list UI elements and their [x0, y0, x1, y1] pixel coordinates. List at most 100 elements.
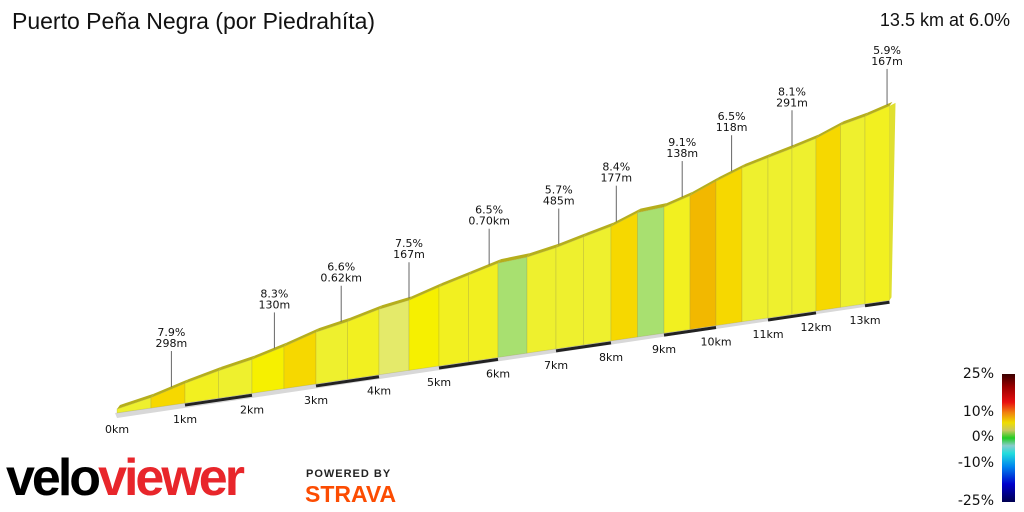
- segment-top-edge: [690, 177, 719, 196]
- gradient-segment: [438, 274, 469, 367]
- gradient-segment: [315, 321, 348, 385]
- x-tick-label: 10km: [700, 336, 731, 349]
- segment-top-edge: [379, 296, 412, 310]
- gradient-segment: [767, 147, 793, 319]
- scale-label-neg10: -10%: [957, 455, 994, 471]
- scale-label-10: 10%: [962, 404, 994, 420]
- gradient-segment: [583, 225, 612, 346]
- gradient-segment: [251, 346, 285, 394]
- gradient-segment: [347, 308, 380, 380]
- segment-top-edge: [865, 101, 893, 117]
- annotation-length: 0.70km: [468, 215, 510, 228]
- segment-top-edge: [185, 366, 222, 384]
- annotation-length: 291m: [776, 96, 808, 109]
- annotation-gradient: 6.5%: [475, 204, 503, 217]
- segment-top-edge: [792, 134, 819, 149]
- x-tick-label: 13km: [849, 314, 880, 327]
- gradient-segment: [663, 195, 691, 334]
- segment-top-edge: [768, 144, 795, 158]
- segment-top-edge: [664, 191, 693, 208]
- annotation-gradient: 5.9%: [873, 44, 901, 57]
- gradient-segment: [791, 137, 817, 315]
- veloviewer-logo: veloviewer: [6, 449, 245, 507]
- annotation-length: 177m: [600, 172, 632, 185]
- segment-top-edge: [117, 393, 154, 409]
- x-tick-label: 8km: [599, 351, 623, 364]
- x-tick-label: 1km: [173, 413, 197, 426]
- segment-top-edge: [316, 317, 351, 333]
- x-tick-label: 0km: [105, 423, 129, 436]
- gradient-segment: [555, 236, 584, 350]
- segment-top-edge: [439, 271, 472, 288]
- strava-logo: STRAVA: [305, 481, 397, 507]
- x-tick-label: 12km: [800, 321, 831, 334]
- annotations-group: 7.9%298m8.3%130m6.6%0.62km7.5%167m6.5%0.…: [156, 44, 903, 388]
- km-bar-dark: [663, 326, 717, 337]
- x-tick-label: 6km: [486, 367, 510, 380]
- x-tick-label: 9km: [652, 343, 676, 356]
- segment-top-edge: [583, 222, 614, 237]
- profile-end-face: [889, 102, 896, 301]
- climb-summary: 13.5 km at 6.0%: [879, 10, 1010, 30]
- km-bar-dark: [555, 341, 612, 353]
- gradient-segment: [610, 212, 638, 342]
- segment-top-edge: [637, 203, 667, 213]
- annotation-gradient: 6.5%: [718, 110, 746, 123]
- km-bar-dark: [864, 300, 890, 308]
- gradient-segment: [864, 105, 890, 305]
- annotation-gradient: 7.9%: [157, 326, 185, 339]
- annotation-length: 130m: [259, 298, 291, 311]
- x-tick-label: 7km: [544, 359, 568, 372]
- page-title: Puerto Peña Negra (por Piedrahíta): [12, 8, 376, 34]
- x-tick-label: 4km: [367, 385, 391, 398]
- annotation-gradient: 9.1%: [668, 136, 696, 149]
- gradient-segment: [526, 247, 557, 354]
- segment-top-edge: [284, 328, 319, 347]
- gradient-segment: [283, 331, 317, 390]
- scale-label-25: 25%: [962, 366, 994, 382]
- annotation-length: 138m: [666, 147, 698, 160]
- segments-group: [116, 101, 896, 414]
- segment-top-edge: [527, 243, 559, 258]
- x-tick-label: 3km: [304, 394, 328, 407]
- x-tick-label: 5km: [427, 376, 451, 389]
- annotation-length: 0.62km: [320, 272, 362, 285]
- segment-top-edge: [468, 259, 501, 276]
- segment-top-edge: [816, 121, 844, 139]
- segment-top-edge: [218, 355, 255, 371]
- segment-top-edge: [252, 342, 287, 360]
- segment-top-edge: [716, 163, 745, 182]
- km-bar-dark: [438, 357, 499, 370]
- gradient-segment: [468, 262, 499, 363]
- gradient-segment: [408, 286, 440, 371]
- annotation-gradient: 5.7%: [545, 184, 573, 197]
- annotation-gradient: 8.1%: [778, 85, 806, 98]
- segment-top-edge: [347, 305, 382, 322]
- baseline-group: [115, 300, 890, 418]
- scale-label-neg25: -25%: [957, 493, 994, 509]
- gradient-segment: [218, 358, 253, 399]
- segment-top-edge: [498, 253, 530, 264]
- powered-by-label: POWERED BY: [306, 468, 392, 480]
- gradient-segment: [840, 115, 866, 308]
- segment-top-edge: [611, 208, 641, 227]
- segment-top-edge: [409, 283, 442, 301]
- gradient-segment: [715, 167, 743, 326]
- segment-top-edge: [840, 112, 868, 126]
- km-bar-dark: [315, 375, 380, 388]
- segment-top-edge: [556, 232, 587, 248]
- gradient-segment: [378, 299, 410, 376]
- annotation-length: 167m: [393, 248, 425, 261]
- annotation-gradient: 6.6%: [327, 261, 355, 274]
- annotation-length: 298m: [156, 337, 188, 350]
- gradient-color-scale: [1002, 374, 1015, 502]
- annotation-length: 118m: [716, 121, 748, 134]
- km-bar-dark: [767, 311, 817, 322]
- gradient-segment: [815, 124, 841, 312]
- x-tick-label: 2km: [240, 403, 264, 416]
- scale-label-0: 0%: [971, 429, 994, 445]
- tick-labels-group: 0km 1km 2km 3km 4km 5km 6km 7km 8km 9km 10km 11km 12…: [105, 314, 881, 436]
- gradient-segment: [637, 206, 665, 338]
- annotation-length: 485m: [543, 195, 575, 208]
